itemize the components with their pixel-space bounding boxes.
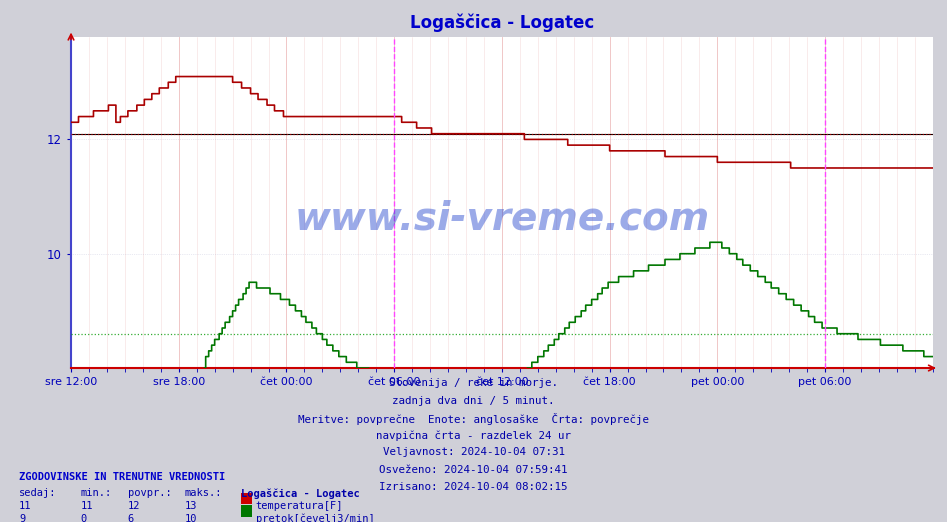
Text: Izrisano: 2024-10-04 08:02:15: Izrisano: 2024-10-04 08:02:15 bbox=[379, 482, 568, 492]
Text: Osveženo: 2024-10-04 07:59:41: Osveženo: 2024-10-04 07:59:41 bbox=[379, 465, 568, 474]
Title: Logaščica - Logatec: Logaščica - Logatec bbox=[410, 14, 594, 32]
Text: maks.:: maks.: bbox=[185, 488, 223, 498]
Text: zadnja dva dni / 5 minut.: zadnja dva dni / 5 minut. bbox=[392, 396, 555, 406]
Text: 10: 10 bbox=[185, 514, 197, 522]
Text: ZGODOVINSKE IN TRENUTNE VREDNOSTI: ZGODOVINSKE IN TRENUTNE VREDNOSTI bbox=[19, 472, 225, 482]
Text: 11: 11 bbox=[80, 501, 93, 511]
Text: 6: 6 bbox=[128, 514, 134, 522]
Text: Slovenija / reke in morje.: Slovenija / reke in morje. bbox=[389, 378, 558, 388]
Text: 0: 0 bbox=[80, 514, 87, 522]
Text: Veljavnost: 2024-10-04 07:31: Veljavnost: 2024-10-04 07:31 bbox=[383, 447, 564, 457]
Text: sedaj:: sedaj: bbox=[19, 488, 57, 498]
Text: povpr.:: povpr.: bbox=[128, 488, 171, 498]
Text: 11: 11 bbox=[19, 501, 31, 511]
Text: 13: 13 bbox=[185, 501, 197, 511]
Text: www.si-vreme.com: www.si-vreme.com bbox=[295, 200, 709, 238]
Text: 9: 9 bbox=[19, 514, 26, 522]
Text: pretok[čevelj3/min]: pretok[čevelj3/min] bbox=[256, 514, 374, 522]
Text: 12: 12 bbox=[128, 501, 140, 511]
Text: min.:: min.: bbox=[80, 488, 112, 498]
Text: temperatura[F]: temperatura[F] bbox=[256, 501, 343, 511]
Text: Meritve: povprečne  Enote: anglosaške  Črta: povprečje: Meritve: povprečne Enote: anglosaške Črt… bbox=[298, 413, 649, 425]
Text: Logaščica - Logatec: Logaščica - Logatec bbox=[241, 488, 360, 499]
Text: navpična črta - razdelek 24 ur: navpična črta - razdelek 24 ur bbox=[376, 430, 571, 441]
